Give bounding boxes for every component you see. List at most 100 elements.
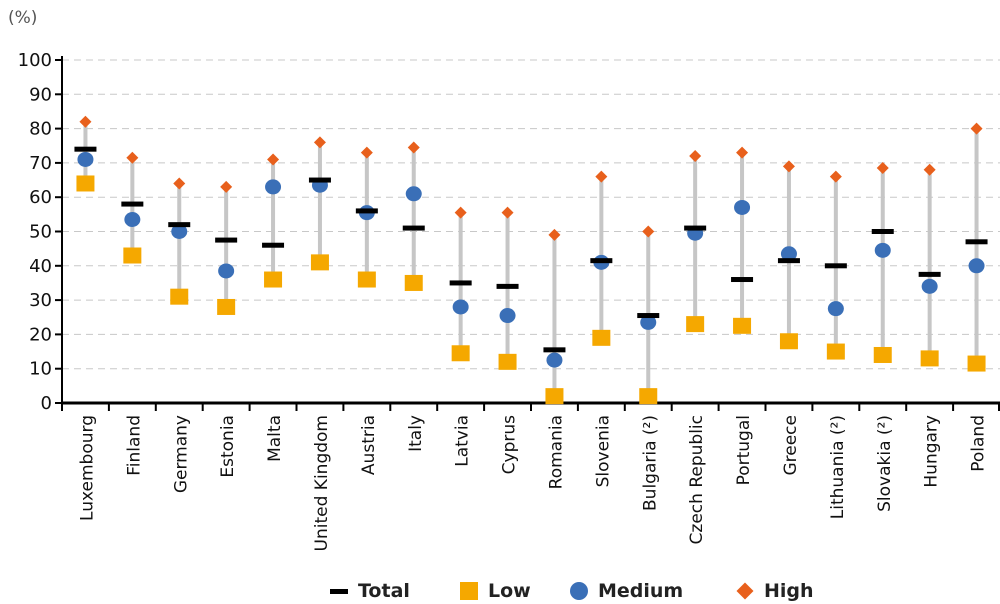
point-medium	[921, 278, 938, 294]
legend-item-low: Low	[460, 578, 531, 604]
point-high	[782, 160, 795, 173]
point-total	[262, 242, 285, 248]
y-tick-label: 70	[29, 153, 52, 174]
x-category-label: Slovenia	[593, 415, 613, 487]
point-total	[684, 225, 707, 231]
legend-swatch-medium	[570, 582, 588, 600]
point-medium	[546, 352, 563, 368]
point-total	[496, 283, 519, 289]
point-high	[173, 177, 186, 190]
point-low	[123, 247, 142, 264]
point-medium	[640, 314, 657, 330]
point-total	[637, 313, 660, 319]
point-high	[548, 228, 561, 241]
x-category-label: Malta	[265, 415, 285, 462]
x-category-label: Poland	[969, 415, 989, 472]
point-high	[736, 146, 749, 159]
x-category-label: Slovakia (²)	[875, 415, 895, 512]
point-total	[590, 258, 613, 264]
x-category-label: Luxembourg	[77, 415, 97, 521]
point-high	[689, 150, 702, 163]
x-category-label: Greece	[781, 415, 801, 476]
chart-plot: 0 10 20 30 40 50 60 70 80 90 100 Luxembourg Finland G…	[18, 50, 1000, 551]
point-medium	[452, 299, 469, 315]
y-tick-label: 50	[29, 222, 52, 243]
point-medium	[874, 242, 891, 258]
point-medium	[77, 151, 94, 167]
legend-swatch-total	[330, 588, 348, 594]
point-low	[779, 333, 798, 350]
point-total	[543, 347, 566, 353]
point-total	[824, 263, 847, 269]
point-high	[267, 153, 280, 166]
point-low	[76, 175, 95, 192]
legend-label-total: Total	[358, 580, 410, 602]
point-low	[967, 355, 986, 372]
point-total	[449, 280, 472, 286]
point-medium	[171, 224, 188, 239]
point-total	[74, 146, 97, 152]
x-category-label: Cyprus	[500, 415, 520, 474]
point-high	[313, 136, 326, 149]
legend-item-medium: Medium	[570, 578, 683, 604]
point-total	[918, 271, 941, 277]
y-tick-label: 90	[29, 84, 52, 105]
point-low	[733, 317, 752, 334]
point-low	[545, 388, 564, 405]
point-high	[876, 162, 889, 175]
x-category-label: United Kingdom	[312, 415, 332, 551]
point-high	[829, 170, 842, 183]
y-tick-label: 100	[18, 50, 52, 71]
point-medium	[968, 258, 985, 274]
x-category-label: Romania	[546, 415, 566, 489]
point-total	[731, 277, 754, 283]
point-high	[642, 225, 655, 238]
legend-item-high: High	[736, 578, 814, 604]
chart-legend: Total Low Medium High	[0, 578, 1000, 604]
x-category-label: Czech Republic	[687, 415, 707, 544]
point-low	[592, 329, 611, 346]
y-tick-label: 10	[29, 359, 52, 380]
point-medium	[499, 308, 516, 324]
point-high	[595, 170, 608, 183]
point-medium	[734, 199, 751, 215]
point-total	[965, 239, 988, 245]
point-low	[873, 346, 892, 363]
legend-label-high: High	[764, 580, 814, 602]
y-tick-label: 30	[29, 290, 52, 311]
point-low	[639, 388, 658, 405]
point-medium	[124, 211, 141, 227]
point-high	[126, 151, 139, 164]
point-high	[360, 146, 373, 159]
point-medium	[218, 263, 235, 279]
y-tick-label: 40	[29, 256, 52, 277]
x-category-label: Portugal	[734, 415, 754, 485]
point-low	[920, 350, 939, 367]
point-total	[168, 222, 191, 228]
x-category-label: Hungary	[922, 415, 942, 488]
point-total	[308, 177, 331, 183]
legend-label-low: Low	[488, 580, 531, 602]
legend-swatch-low	[460, 582, 478, 600]
point-high	[407, 141, 420, 154]
x-category-label: Austria	[359, 415, 379, 475]
y-unit-label: (%)	[8, 8, 38, 28]
point-medium	[827, 301, 844, 317]
point-high	[970, 122, 983, 135]
x-category-label: Bulgaria (²)	[640, 415, 660, 511]
point-medium	[405, 186, 422, 202]
point-low	[498, 353, 517, 370]
point-high	[79, 115, 92, 128]
y-tick-label: 80	[29, 119, 52, 140]
point-low	[686, 316, 705, 333]
point-total	[871, 229, 894, 234]
y-tick-label: 0	[41, 393, 52, 414]
x-category-label: Estonia	[218, 415, 238, 478]
point-medium	[265, 179, 282, 195]
point-high	[220, 180, 233, 193]
x-category-label: Lithuania (²)	[828, 415, 848, 519]
point-total	[355, 208, 378, 214]
point-low	[217, 298, 236, 315]
point-total	[402, 225, 425, 231]
point-high	[454, 206, 467, 219]
